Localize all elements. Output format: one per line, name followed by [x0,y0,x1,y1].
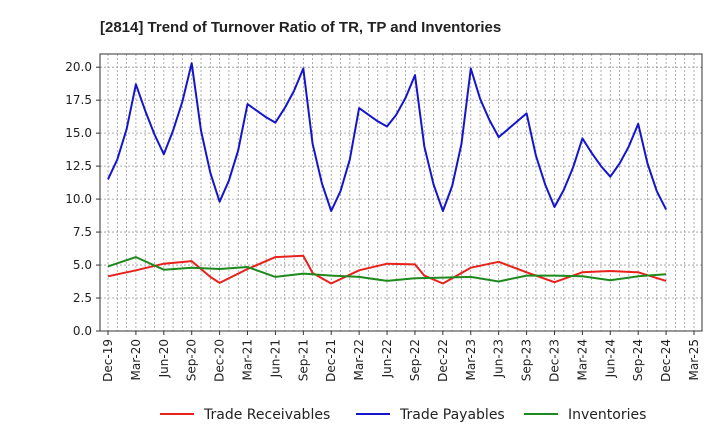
series-lines [107,62,667,285]
legend-label: Trade Receivables [203,407,330,423]
y-tick-label: 10.0 [65,192,92,206]
grid [100,54,702,332]
x-tick-label: Jun-22 [380,339,394,378]
y-axis: 0.0 2.5 5.0 7.5 10.0 12.5 15.0 17.5 20.0 [65,60,100,338]
x-tick-label: Sep-23 [520,339,534,381]
x-tick-label: Sep-21 [296,339,310,381]
x-tick-label: Sep-22 [408,339,422,381]
chart-title: [2814] Trend of Turnover Ratio of TR, TP… [100,19,501,36]
x-tick-label: Dec-21 [324,339,338,382]
x-tick-label: Mar-21 [241,339,255,380]
y-tick-label: 12.5 [65,159,92,173]
x-tick-label: Jun-23 [492,339,506,378]
x-tick-label: Dec-22 [436,339,450,382]
x-tick-label: Mar-23 [464,339,478,380]
y-tick-label: 7.5 [73,225,92,239]
series-line-inventories [107,256,667,283]
x-tick-label: Mar-25 [687,339,701,380]
x-tick-label: Mar-22 [352,339,366,380]
x-tick-label: Sep-20 [185,339,199,381]
x-tick-label: Sep-24 [631,339,645,381]
x-tick-label: Mar-20 [129,339,143,380]
y-tick-label: 2.5 [73,291,92,305]
x-tick-label: Jun-21 [268,339,282,378]
series-line-trade-receivables [107,254,667,285]
legend: Trade Receivables Trade Payables Inventori… [160,407,646,423]
y-tick-label: 17.5 [65,93,92,107]
y-tick-label: 20.0 [65,60,92,74]
legend-label: Inventories [568,407,646,423]
x-axis: Dec-19 Mar-20 Jun-20 Sep-20 Dec-20 Mar-21 Jun-… [101,331,701,382]
x-tick-label: Mar-24 [575,339,589,380]
y-tick-label: 15.0 [65,126,92,140]
x-tick-label: Jun-24 [603,339,617,378]
x-tick-label: Dec-23 [547,339,561,382]
y-tick-label: 0.0 [73,324,92,338]
series-line-trade-payables [107,62,667,212]
x-tick-label: Dec-24 [659,339,673,382]
legend-label: Trade Payables [399,407,505,423]
x-tick-label: Dec-19 [101,339,115,382]
plot-area [99,53,703,332]
x-tick-label: Jun-20 [157,339,171,378]
x-tick-label: Dec-20 [213,339,227,382]
y-tick-label: 5.0 [73,258,92,272]
